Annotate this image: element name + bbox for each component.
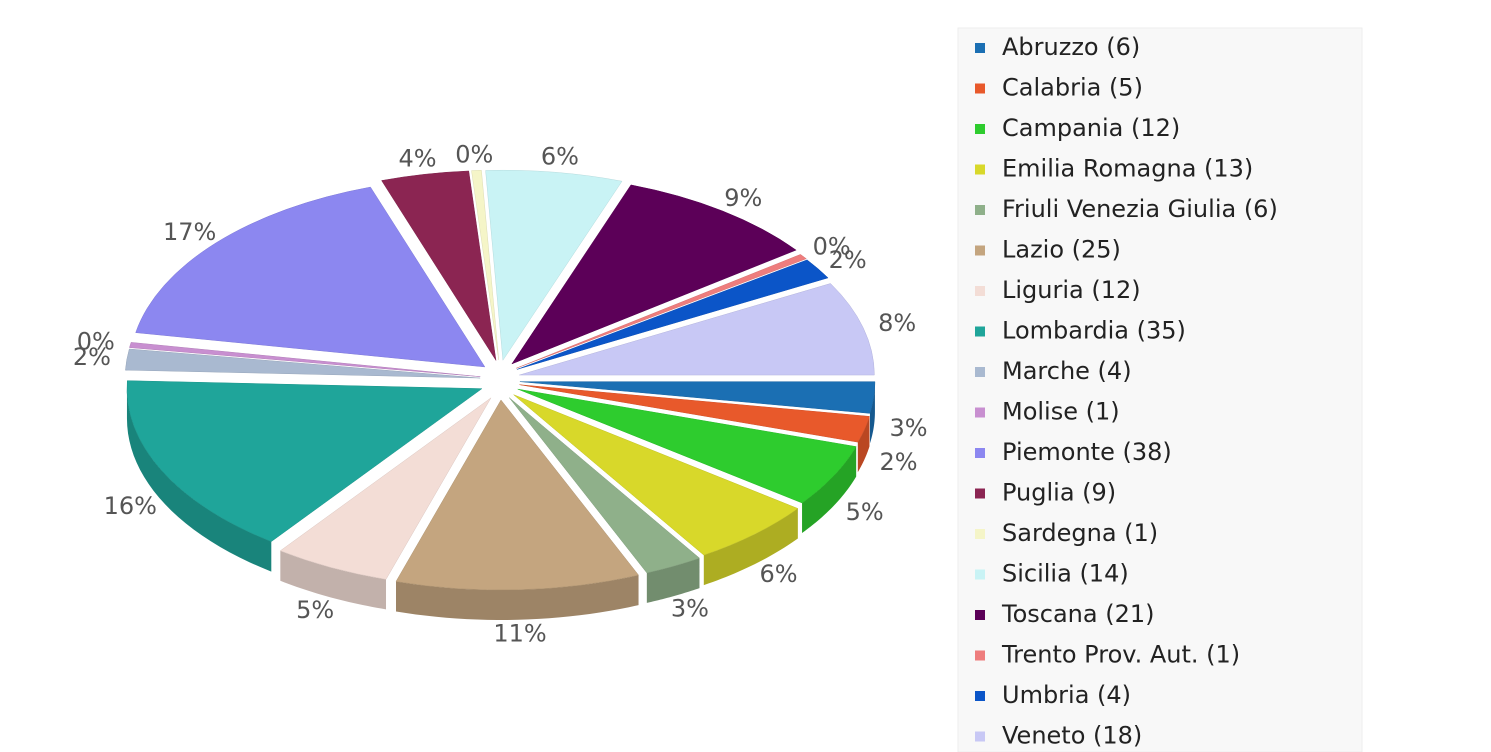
legend-swatch (975, 43, 985, 53)
slice (509, 397, 700, 574)
legend-swatch (975, 650, 985, 661)
slice (519, 283, 875, 376)
slice (517, 388, 857, 504)
legend-box (957, 27, 1363, 752)
slice-label: 5% (846, 498, 884, 526)
legend-label: Liguria (12) (1002, 276, 1141, 304)
legend-label: Sicilia (14) (1002, 560, 1129, 588)
slice-label: 3% (671, 594, 709, 622)
slice-side (703, 508, 798, 586)
legend-swatch (975, 245, 985, 256)
legend-swatch (975, 124, 985, 134)
legend-label: Abruzzo (6) (1002, 33, 1140, 61)
legend-swatch (975, 83, 985, 94)
legend-label: Campania (12) (1002, 114, 1180, 142)
slice-label: 5% (296, 596, 334, 624)
slice (513, 394, 799, 556)
legend-label: Piemonte (38) (1002, 438, 1172, 466)
slice-side (396, 575, 639, 620)
legend-label: Calabria (5) (1002, 74, 1143, 102)
slice-label: 0% (813, 233, 851, 261)
slice (516, 259, 829, 370)
slice-label: 2% (829, 246, 867, 274)
legend-swatch (975, 164, 985, 175)
legend-swatch (975, 448, 985, 458)
slice-label: 8% (878, 309, 916, 337)
legend-swatch (975, 286, 985, 296)
legend-label: Marche (4) (1002, 357, 1132, 385)
slice (135, 186, 486, 368)
slice (519, 381, 876, 414)
pie: 3%2%5%6%3%11%5%16%2%0%17%4% 0% 6%9%0%2%8% (73, 140, 928, 647)
slice (129, 342, 481, 377)
slice-side (869, 381, 875, 444)
legend-swatch (975, 488, 985, 499)
slice (519, 384, 870, 443)
slice (126, 380, 483, 542)
slice-label: 2% (879, 448, 917, 476)
slice-side (126, 388, 272, 572)
legend-swatch (975, 610, 985, 620)
slice-label: 0% (77, 327, 115, 355)
legend-label: Umbria (4) (1002, 681, 1131, 709)
slice-side (857, 416, 870, 473)
slice-label: 3% (890, 414, 928, 442)
slice-side (802, 446, 857, 533)
slice (125, 348, 481, 379)
legend-label: Friuli Venezia Giulia (6) (1002, 195, 1278, 223)
legend-label: Puglia (9) (1002, 479, 1116, 507)
legend-swatch (975, 691, 985, 701)
slice-label: 16% (104, 492, 157, 520)
slice-label: 11% (493, 620, 546, 648)
legend-swatch (975, 731, 985, 742)
legend-label: Sardegna (1) (1002, 519, 1158, 547)
legend-label: Lombardia (35) (1002, 317, 1186, 345)
slice (471, 170, 499, 361)
legend: Abruzzo (6) Calabria (5) Campania (12) Emil… (975, 33, 1278, 750)
slice-label: 4% (399, 145, 437, 173)
slice (516, 254, 807, 369)
legend-label: Trento Prov. Aut. (1) (1001, 641, 1240, 669)
legend-label: Molise (1) (1002, 398, 1120, 426)
legend-swatch (975, 326, 985, 337)
slice-label: 0% (455, 140, 493, 168)
slice-label: 6% (760, 560, 798, 588)
slice-label: 2% (73, 343, 111, 371)
slice-label: 6% (541, 142, 579, 170)
slice (485, 169, 623, 361)
legend-label: Lazio (25) (1002, 236, 1121, 264)
legend-label: Toscana (21) (1001, 600, 1154, 628)
slice-side (280, 550, 387, 610)
legend-swatch (975, 529, 985, 539)
legend-swatch (975, 205, 985, 215)
slice (395, 399, 639, 591)
slice-label: 17% (163, 218, 216, 246)
slice-label: 9% (724, 184, 762, 212)
slice (511, 184, 797, 365)
legend-label: Emilia Romagna (13) (1002, 155, 1253, 183)
legend-label: Veneto (18) (1002, 722, 1142, 750)
slice-side (646, 558, 700, 603)
legend-swatch (975, 367, 985, 377)
slice (279, 397, 492, 580)
legend-swatch (975, 569, 985, 580)
legend-swatch (975, 407, 985, 418)
slice (381, 170, 497, 361)
